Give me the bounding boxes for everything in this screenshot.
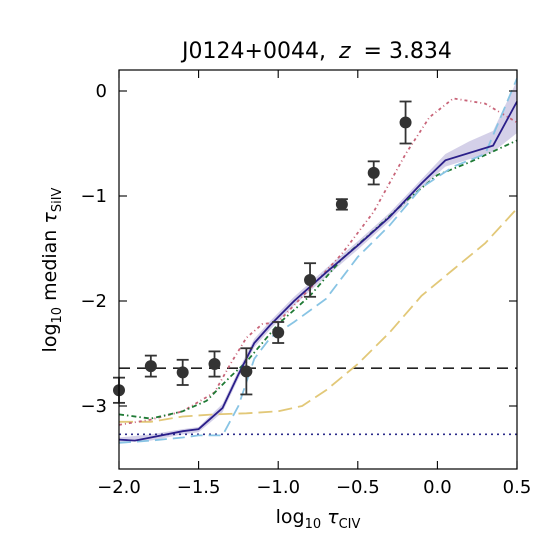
x-tick-label: −2.0 [97, 477, 141, 498]
y-tick-label: −3 [80, 396, 107, 417]
data-point-marker [208, 358, 221, 370]
data-point [272, 321, 285, 344]
data-point [208, 350, 221, 378]
data-point [399, 100, 412, 145]
x-axis-label-sub: 10 [305, 517, 322, 532]
chart-title-z-value: = 3.834 [364, 39, 452, 64]
x-tick-label: 0.0 [423, 477, 452, 498]
data-point-marker [176, 366, 189, 379]
y-axis-label: log10 median τSiIV [39, 187, 65, 352]
data-point [367, 160, 380, 186]
data-point [304, 262, 317, 298]
x-axis-label-sub2: CIV [339, 517, 361, 532]
data-point [335, 198, 348, 211]
x-tick-label: −1.0 [256, 477, 300, 498]
data-point-marker [335, 198, 348, 211]
plot-frame [118, 69, 518, 470]
y-axis-label-sym: τ [39, 212, 61, 224]
x-axis-label-sym: τ [327, 506, 339, 528]
data-point-marker [240, 365, 253, 378]
data-point-marker [367, 166, 380, 179]
data-point [144, 354, 157, 378]
axis-ticks: −2.0 −1.5 −1.0 −0.5 0.0 0.5 0 −1 −2 −3 [80, 70, 531, 498]
model-band-layer [119, 80, 517, 442]
x-tick-label: 0.5 [503, 477, 532, 498]
model-lines-layer [118, 78, 518, 444]
y-tick-label: −1 [80, 186, 107, 207]
model-line-dashed-yellow [119, 207, 518, 423]
data-point [176, 358, 189, 386]
x-tick-label: −1.5 [177, 477, 221, 498]
model-uncertainty-band [119, 80, 517, 442]
chart-title-z-symbol: z [338, 39, 351, 64]
data-point-marker [304, 274, 317, 286]
y-axis-label-sub2: SiIV [50, 187, 65, 212]
y-tick-label: 0 [96, 81, 107, 102]
chart-title: J0124+0044, z = 3.834 [180, 39, 452, 64]
model-line-dashdot-green [118, 139, 518, 420]
data-point-marker [272, 326, 285, 339]
model-line-solid [118, 101, 518, 442]
y-axis-label-sub: 10 [50, 307, 65, 324]
y-tick-label: −2 [80, 291, 107, 312]
data-point-marker [144, 360, 157, 373]
x-axis-label-main: log [276, 506, 305, 528]
chart-title-object: J0124+0044, [180, 39, 326, 64]
data-point-marker [399, 116, 412, 129]
x-tick-label: −0.5 [336, 477, 380, 498]
x-axis-label: log10 τCIV [276, 506, 361, 532]
data-point [240, 347, 253, 396]
y-axis-label-main: log [39, 323, 61, 352]
data-points-layer [113, 100, 412, 404]
y-axis-label-mid: median [39, 224, 61, 307]
model-line-dashed-blue [118, 78, 518, 444]
